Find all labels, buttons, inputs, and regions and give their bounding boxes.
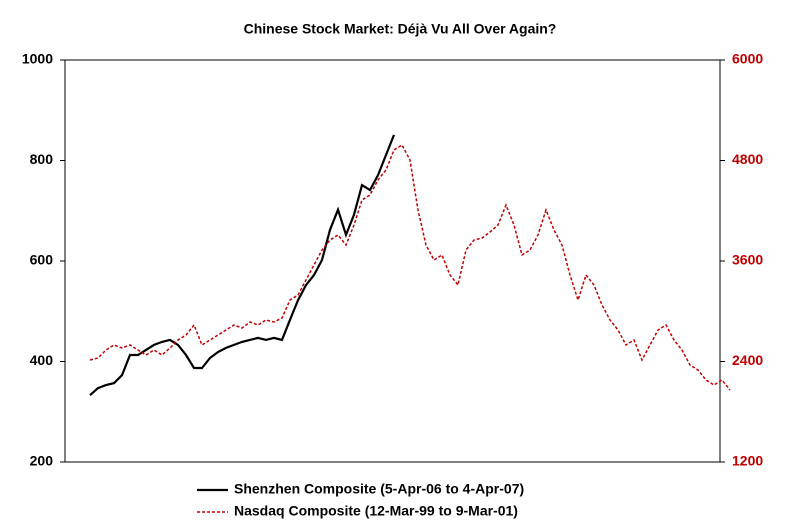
y-tick-label: 400: [30, 352, 54, 368]
legend-label: Shenzhen Composite (5-Apr-06 to 4-Apr-07…: [234, 481, 524, 497]
y2-tick-label: 4800: [732, 151, 763, 167]
series-line: [89, 134, 396, 397]
plot-frame: [64, 59, 721, 463]
y-tick-label: 200: [30, 453, 54, 469]
legend-label: Nasdaq Composite (12-Mar-99 to 9-Mar-01): [234, 503, 518, 519]
y-tick-label: 600: [30, 252, 54, 268]
y2-tick-label: 3600: [732, 252, 763, 268]
y-tick-label: 1000: [22, 51, 53, 67]
chart-title: Chinese Stock Market: Déjà Vu All Over A…: [244, 21, 557, 37]
y-tick-label: 800: [30, 151, 54, 167]
y2-tick-label: 1200: [732, 453, 763, 469]
y2-tick-label: 2400: [732, 352, 763, 368]
series-line: [89, 143, 731, 391]
y2-tick-label: 6000: [732, 51, 763, 67]
